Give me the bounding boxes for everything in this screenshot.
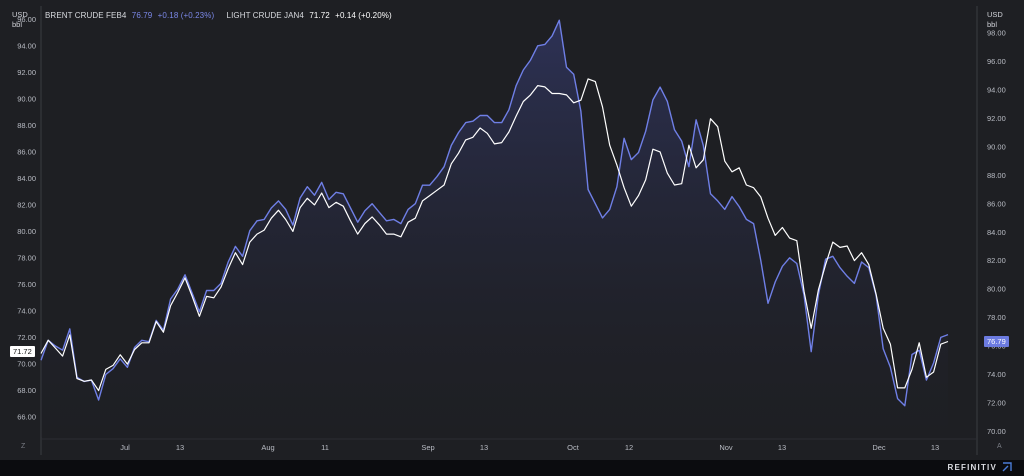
right-tick-label: 94.00	[987, 86, 1006, 95]
right-tick-label: 88.00	[987, 171, 1006, 180]
series-group	[40, 19, 949, 437]
right-unit-currency: USD	[987, 10, 1003, 19]
left-tick-label: 68.00	[17, 386, 36, 395]
left-tick-label: 70.00	[17, 360, 36, 369]
legend-light-name: LIGHT CRUDE JAN4	[226, 11, 304, 20]
zoom-corner-button[interactable]: Z	[21, 443, 26, 450]
left-axis: 66.00 68.00 70.00 72.00 74.00 76.00 78.00 80.00…	[17, 15, 36, 422]
x-tick-label: 11	[321, 443, 329, 452]
right-tick-label: 72.00	[987, 398, 1006, 407]
legend-brent-change: +0.18 (+0.23%)	[157, 11, 215, 20]
left-tick-label: 80.00	[17, 227, 36, 236]
light-series-line	[40, 78, 949, 392]
left-tick-label: 86.00	[17, 147, 36, 156]
right-unit-measure: bbl	[987, 20, 998, 29]
right-tick-label: 90.00	[987, 142, 1006, 151]
chart-panel: 66.00 68.00 70.00 72.00 74.00 76.00 78.00 80.00…	[0, 0, 1024, 460]
right-unit-label: USD bbl	[987, 10, 1003, 30]
legend-brent-name: BRENT CRUDE FEB4	[45, 11, 127, 20]
left-tick-label: 82.00	[17, 201, 36, 210]
x-tick-label: 13	[931, 443, 939, 452]
right-tick-label: 80.00	[987, 285, 1006, 294]
right-tick-label: 86.00	[987, 199, 1006, 208]
right-tick-label: 78.00	[987, 313, 1006, 322]
left-tick-label: 88.00	[17, 121, 36, 130]
light-price-badge: 71.72	[10, 346, 35, 357]
left-tick-label: 76.00	[17, 280, 36, 289]
brent-price-badge: 76.79	[984, 336, 1009, 347]
legend-light-change: +0.14 (+0.20%)	[335, 11, 392, 20]
brand-name: REFINITIV	[947, 463, 997, 472]
right-tick-label: 96.00	[987, 57, 1006, 66]
right-tick-label: 92.00	[987, 114, 1006, 123]
legend-light-value: 71.72	[309, 11, 330, 20]
right-tick-label: 74.00	[987, 370, 1006, 379]
brent-series-line	[40, 19, 949, 407]
x-tick-label: 13	[778, 443, 786, 452]
x-tick-label: 12	[625, 443, 633, 452]
right-axis: 70.0072.0074.0076.0078.0080.0082.0084.00…	[987, 29, 1006, 436]
left-tick-label: 84.00	[17, 174, 36, 183]
autoscale-corner-button[interactable]: A	[997, 443, 1002, 450]
left-tick-label: 96.00	[17, 15, 36, 24]
left-unit-label: USD bbl	[12, 10, 28, 30]
left-tick-label: 78.00	[17, 254, 36, 263]
x-tick-label: Aug	[261, 443, 274, 452]
legend: BRENT CRUDE FEB4 76.79 +0.18 (+0.23%) LI…	[45, 11, 395, 20]
footer-bar	[0, 460, 1024, 476]
left-tick-label: 72.00	[17, 333, 36, 342]
left-tick-label: 90.00	[17, 94, 36, 103]
left-tick-label: 92.00	[17, 68, 36, 77]
right-tick-label: 82.00	[987, 256, 1006, 265]
x-tick-label: 13	[480, 443, 488, 452]
right-tick-label: 70.00	[987, 427, 1006, 436]
x-tick-label: Jul	[120, 443, 130, 452]
brent-series-area	[41, 20, 948, 437]
right-tick-label: 98.00	[987, 29, 1006, 38]
x-axis: Jul 13 Aug 11 Sep 13 Oct 12 Nov 13 Dec 13	[120, 443, 939, 452]
right-tick-label: 84.00	[987, 228, 1006, 237]
left-unit-currency: USD	[12, 10, 28, 19]
x-tick-label: Sep	[421, 443, 434, 452]
left-tick-label: 94.00	[17, 41, 36, 50]
x-tick-label: 13	[176, 443, 184, 452]
legend-brent-value: 76.79	[131, 11, 153, 20]
x-tick-label: Dec	[872, 443, 886, 452]
x-tick-label: Oct	[567, 443, 580, 452]
refinitiv-logo-icon	[1002, 462, 1012, 472]
left-tick-label: 74.00	[17, 307, 36, 316]
x-tick-label: Nov	[719, 443, 733, 452]
left-tick-label: 66.00	[17, 413, 36, 422]
left-unit-measure: bbl	[12, 20, 23, 29]
price-chart[interactable]: 66.00 68.00 70.00 72.00 74.00 76.00 78.00 80.00…	[0, 0, 1024, 460]
